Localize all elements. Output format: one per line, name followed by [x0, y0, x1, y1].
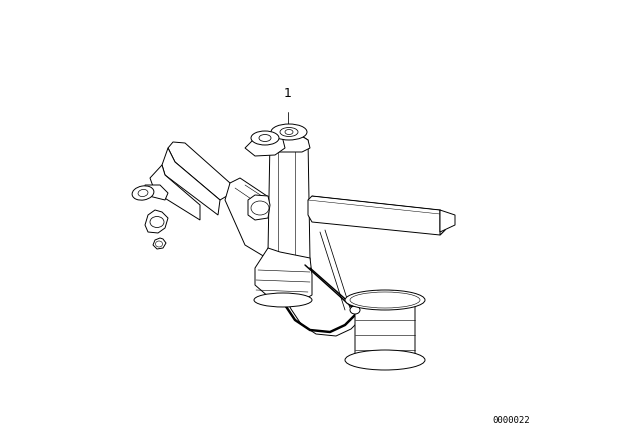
- Polygon shape: [145, 185, 168, 200]
- Polygon shape: [355, 295, 415, 365]
- Ellipse shape: [138, 190, 148, 197]
- Ellipse shape: [350, 306, 360, 314]
- Polygon shape: [440, 210, 445, 235]
- Ellipse shape: [251, 131, 279, 145]
- Polygon shape: [168, 142, 232, 200]
- Polygon shape: [268, 132, 310, 268]
- Polygon shape: [255, 248, 312, 302]
- Polygon shape: [153, 238, 166, 249]
- Polygon shape: [268, 132, 310, 152]
- Polygon shape: [245, 132, 285, 156]
- Polygon shape: [145, 210, 168, 233]
- Ellipse shape: [280, 128, 298, 137]
- Ellipse shape: [345, 350, 425, 370]
- Polygon shape: [150, 165, 200, 220]
- Polygon shape: [225, 178, 280, 260]
- Polygon shape: [162, 148, 220, 215]
- Ellipse shape: [271, 124, 307, 140]
- Text: 0000022: 0000022: [492, 416, 530, 425]
- Polygon shape: [377, 290, 393, 302]
- Text: 1: 1: [284, 87, 292, 100]
- Polygon shape: [248, 195, 270, 220]
- Ellipse shape: [345, 290, 425, 310]
- Ellipse shape: [254, 293, 312, 307]
- Polygon shape: [440, 210, 455, 232]
- Ellipse shape: [150, 216, 164, 228]
- Ellipse shape: [156, 241, 163, 247]
- Polygon shape: [308, 196, 445, 235]
- Ellipse shape: [132, 186, 154, 200]
